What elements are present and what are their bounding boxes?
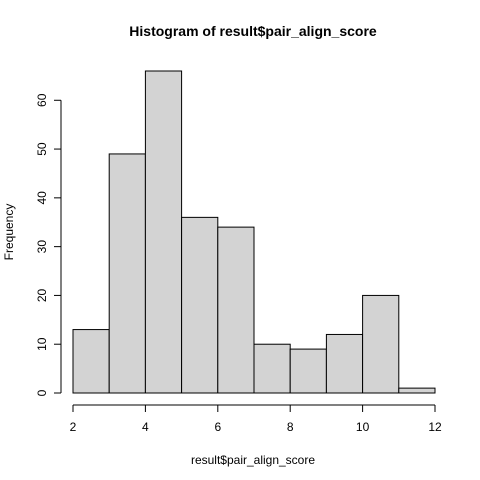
y-tick-label: 40 — [35, 191, 49, 205]
y-axis-label: Frequency — [2, 204, 16, 261]
x-axis-label: result$pair_align_score — [191, 453, 315, 467]
x-tick-label: 2 — [70, 420, 77, 434]
chart-title: Histogram of result$pair_align_score — [129, 23, 377, 39]
y-tick-label: 50 — [35, 142, 49, 156]
x-tick-label: 6 — [214, 420, 221, 434]
histogram-bar-1 — [109, 154, 145, 393]
histogram-bar-2 — [145, 71, 181, 393]
histogram-bar-7 — [326, 334, 362, 393]
y-tick-label: 10 — [35, 337, 49, 351]
y-tick-label: 60 — [35, 93, 49, 107]
x-tick-label: 10 — [356, 420, 370, 434]
histogram-bar-0 — [73, 330, 109, 393]
histogram-bar-3 — [182, 217, 218, 393]
x-tick-label: 8 — [287, 420, 294, 434]
histogram-bar-9 — [399, 388, 435, 393]
y-tick-label: 20 — [35, 288, 49, 302]
histogram-bar-4 — [218, 227, 254, 393]
y-tick-label: 0 — [35, 389, 49, 396]
histogram-bar-5 — [254, 344, 290, 393]
histogram-bar-8 — [363, 295, 399, 393]
x-tick-label: 4 — [142, 420, 149, 434]
histogram-bar-6 — [290, 349, 326, 393]
x-tick-label: 12 — [428, 420, 442, 434]
y-tick-label: 30 — [35, 240, 49, 254]
